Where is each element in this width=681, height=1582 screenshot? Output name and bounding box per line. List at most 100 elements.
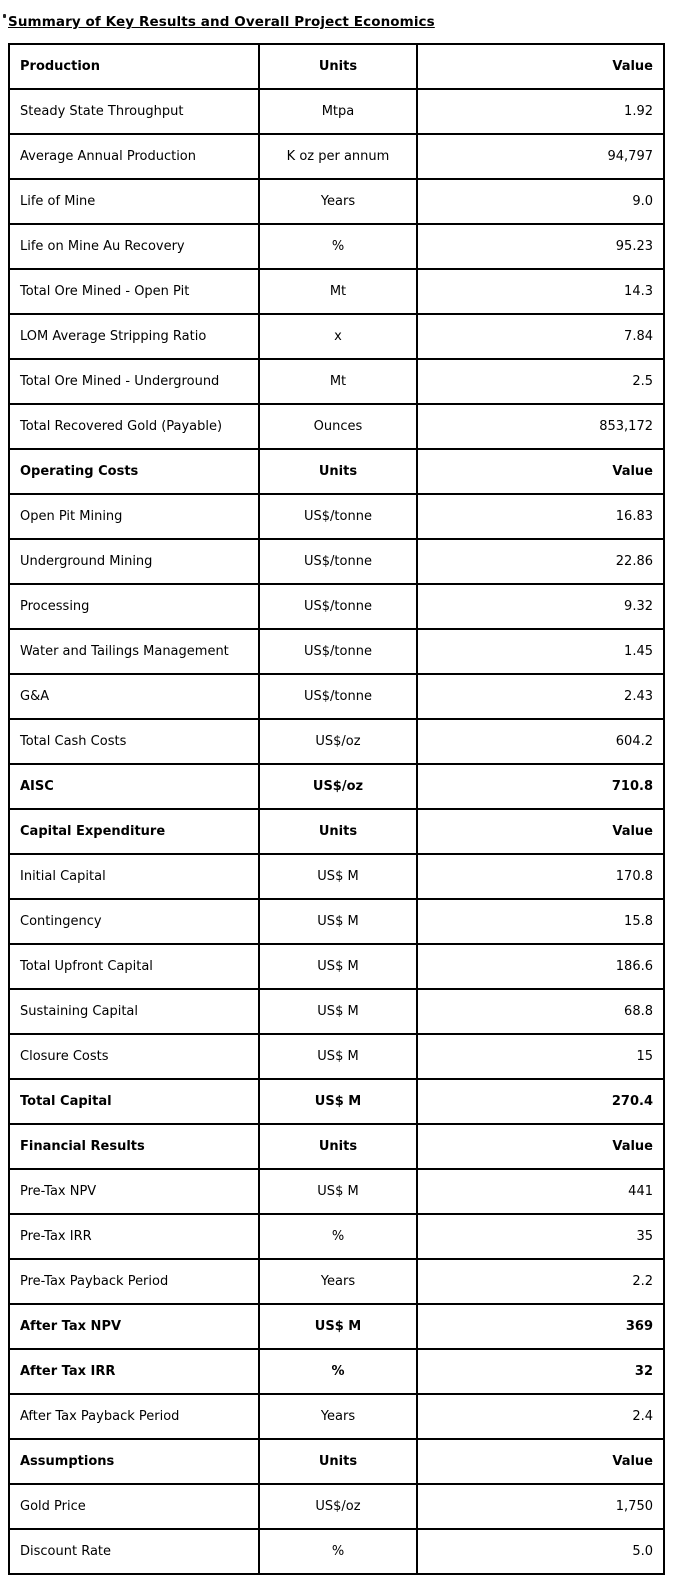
table-row: Pre-Tax Payback Period Years 2.2: [8, 1258, 665, 1305]
row-units-cell: Years: [258, 1393, 418, 1440]
row-units-cell: US$ M: [258, 943, 418, 990]
table-row: Open Pit Mining US$/tonne 16.83: [8, 493, 665, 540]
row-value-cell: 7.84: [416, 313, 665, 360]
row-value-cell: 2.4: [416, 1393, 665, 1440]
row-units-cell: Ounces: [258, 403, 418, 450]
table-row: Total Ore Mined - Open Pit Mt 14.3: [8, 268, 665, 315]
section-header-value-cell: Value: [416, 1438, 665, 1485]
section-header-units-cell: Units: [258, 1123, 418, 1170]
row-label-cell: Pre-Tax Payback Period: [8, 1258, 260, 1305]
section-header-label-cell: Assumptions: [8, 1438, 260, 1485]
row-label-cell: Processing: [8, 583, 260, 630]
stray-mark: [3, 14, 6, 18]
row-units-cell: US$/oz: [258, 718, 418, 765]
table-row: G&A US$/tonne 2.43: [8, 673, 665, 720]
row-label-cell: Total Ore Mined - Underground: [8, 358, 260, 405]
summary-table: Production Units Value Steady State Through…: [8, 43, 665, 1575]
row-value-cell: 15.8: [416, 898, 665, 945]
table-row: Closure Costs US$ M 15: [8, 1033, 665, 1080]
section-header-row: Capital Expenditure Units Value: [8, 808, 665, 855]
row-label-cell: Pre-Tax IRR: [8, 1213, 260, 1260]
row-units-cell: US$/tonne: [258, 493, 418, 540]
row-units-cell: US$/oz: [258, 763, 418, 810]
row-value-cell: 1,750: [416, 1483, 665, 1530]
row-label-cell: Average Annual Production: [8, 133, 260, 180]
row-label-cell: Water and Tailings Management: [8, 628, 260, 675]
row-units-cell: US$/tonne: [258, 538, 418, 585]
table-row: Total Ore Mined - Underground Mt 2.5: [8, 358, 665, 405]
section-header-value-cell: Value: [416, 1123, 665, 1170]
row-units-cell: %: [258, 1348, 418, 1395]
row-value-cell: 441: [416, 1168, 665, 1215]
row-value-cell: 1.92: [416, 88, 665, 135]
table-row: Pre-Tax NPV US$ M 441: [8, 1168, 665, 1215]
section-header-row: Assumptions Units Value: [8, 1438, 665, 1485]
row-value-cell: 68.8: [416, 988, 665, 1035]
row-label-cell: After Tax Payback Period: [8, 1393, 260, 1440]
section-header-row: Financial Results Units Value: [8, 1123, 665, 1170]
row-units-cell: US$ M: [258, 988, 418, 1035]
row-label-cell: Discount Rate: [8, 1528, 260, 1575]
row-value-cell: 9.32: [416, 583, 665, 630]
row-label-cell: AISC: [8, 763, 260, 810]
row-label-cell: LOM Average Stripping Ratio: [8, 313, 260, 360]
row-label-cell: G&A: [8, 673, 260, 720]
page-title: Summary of Key Results and Overall Proje…: [8, 14, 435, 30]
section-header-units-cell: Units: [258, 808, 418, 855]
table-row: Sustaining Capital US$ M 68.8: [8, 988, 665, 1035]
section-header-row: Operating Costs Units Value: [8, 448, 665, 495]
section-header-row: Production Units Value: [8, 43, 665, 90]
table-row: Life on Mine Au Recovery% 95.23: [8, 223, 665, 270]
row-label-cell: Open Pit Mining: [8, 493, 260, 540]
table-row: Contingency US$ M 15.8: [8, 898, 665, 945]
row-units-cell: %: [258, 1528, 418, 1575]
row-units-cell: US$ M: [258, 1303, 418, 1350]
row-label-cell: Closure Costs: [8, 1033, 260, 1080]
row-units-cell: x: [258, 313, 418, 360]
table-row: After Tax IRR% 32: [8, 1348, 665, 1395]
row-label-cell: After Tax IRR: [8, 1348, 260, 1395]
row-units-cell: US$/oz: [258, 1483, 418, 1530]
summary-table-body: Production Units Value Steady State Through…: [8, 43, 665, 1575]
table-row: Underground Mining US$/tonne 22.86: [8, 538, 665, 585]
row-label-cell: Gold Price: [8, 1483, 260, 1530]
row-value-cell: 853,172: [416, 403, 665, 450]
section-header-label-cell: Financial Results: [8, 1123, 260, 1170]
section-header-units-cell: Units: [258, 43, 418, 90]
row-value-cell: 5.0: [416, 1528, 665, 1575]
row-value-cell: 710.8: [416, 763, 665, 810]
row-label-cell: Total Recovered Gold (Payable): [8, 403, 260, 450]
section-header-value-cell: Value: [416, 448, 665, 495]
row-units-cell: US$/tonne: [258, 628, 418, 675]
row-label-cell: Total Ore Mined - Open Pit: [8, 268, 260, 315]
table-row: Total Upfront Capital US$ M 186.6: [8, 943, 665, 990]
row-units-cell: US$/tonne: [258, 673, 418, 720]
row-units-cell: %: [258, 1213, 418, 1260]
row-units-cell: Mt: [258, 268, 418, 315]
row-units-cell: Mt: [258, 358, 418, 405]
table-row: Total Cash Costs US$/oz 604.2: [8, 718, 665, 765]
row-units-cell: US$ M: [258, 1078, 418, 1125]
row-value-cell: 9.0: [416, 178, 665, 225]
table-row: After Tax Payback Period Years 2.4: [8, 1393, 665, 1440]
row-units-cell: Years: [258, 178, 418, 225]
row-value-cell: 95.23: [416, 223, 665, 270]
table-row: Life of Mine Years 9.0: [8, 178, 665, 225]
table-row: Steady State Throughput Mtpa 1.92: [8, 88, 665, 135]
row-label-cell: Steady State Throughput: [8, 88, 260, 135]
table-row: Water and Tailings Management US$/tonne 1.…: [8, 628, 665, 675]
table-row: Average Annual Production K oz per annum 9…: [8, 133, 665, 180]
row-units-cell: Mtpa: [258, 88, 418, 135]
table-row: Initial Capital US$ M 170.8: [8, 853, 665, 900]
row-value-cell: 16.83: [416, 493, 665, 540]
table-row: LOM Average Stripping Ratio x 7.84: [8, 313, 665, 360]
section-header-units-cell: Units: [258, 448, 418, 495]
row-label-cell: Sustaining Capital: [8, 988, 260, 1035]
section-header-label-cell: Production: [8, 43, 260, 90]
section-header-units-cell: Units: [258, 1438, 418, 1485]
table-row: Processing US$/tonne 9.32: [8, 583, 665, 630]
row-label-cell: After Tax NPV: [8, 1303, 260, 1350]
row-value-cell: 369: [416, 1303, 665, 1350]
row-value-cell: 15: [416, 1033, 665, 1080]
document-page: Summary of Key Results and Overall Proje…: [0, 14, 681, 1575]
